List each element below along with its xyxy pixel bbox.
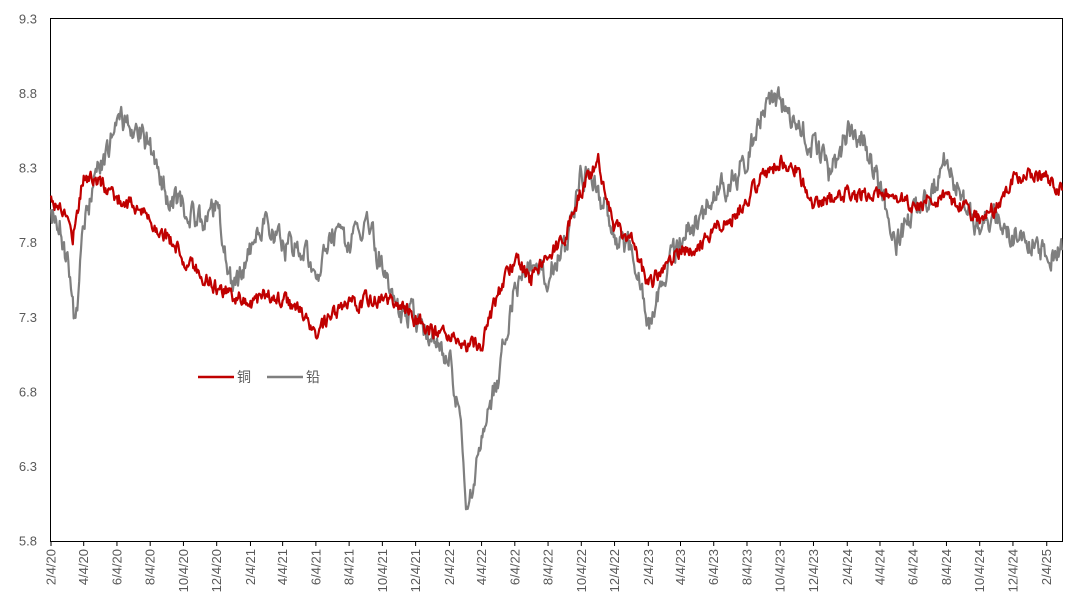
x-tick-label: 4/4/22 <box>474 549 489 585</box>
x-tick-label: 10/4/22 <box>574 549 589 592</box>
y-tick-label: 9.3 <box>19 12 37 27</box>
legend-label: 铜 <box>237 370 251 386</box>
y-tick-label: 8.3 <box>19 161 37 176</box>
y-tick-label: 6.3 <box>19 459 37 474</box>
y-tick-label: 7.8 <box>19 235 37 250</box>
y-tick-label: 5.8 <box>19 534 37 549</box>
x-tick-label: 6/4/24 <box>906 549 921 585</box>
x-tick-label: 6/4/23 <box>706 549 721 585</box>
legend-label: 铅 <box>306 370 320 386</box>
x-tick-label: 6/4/22 <box>507 549 522 585</box>
legend-item-lead: 铅 <box>267 370 320 386</box>
x-tick-label: 6/4/20 <box>109 549 124 585</box>
series-layer <box>49 86 1064 511</box>
plot-area-border <box>50 18 1063 542</box>
x-tick-label: 4/4/21 <box>275 549 290 585</box>
legend-item-copper: 铜 <box>198 370 251 386</box>
x-tick-label: 2/4/25 <box>1039 549 1054 585</box>
x-tick-label: 2/4/23 <box>641 549 656 585</box>
x-tick-label: 12/4/21 <box>408 549 423 592</box>
x-tick-label: 10/4/23 <box>773 549 788 592</box>
x-tick-label: 2/4/24 <box>840 549 855 585</box>
x-tick-label: 2/4/21 <box>243 549 258 585</box>
x-tick-label: 8/4/20 <box>143 549 158 585</box>
x-tick-label: 4/4/23 <box>673 549 688 585</box>
x-tick-label: 12/4/22 <box>607 549 622 592</box>
x-tick-label: 10/4/21 <box>375 549 390 592</box>
x-tick-label: 8/4/23 <box>739 549 754 585</box>
y-tick-label: 7.3 <box>19 310 37 325</box>
series-line-lead <box>49 86 1064 511</box>
x-tick-label: 8/4/22 <box>541 549 556 585</box>
x-tick-label: 8/4/24 <box>939 549 954 585</box>
x-tick-label: 6/4/21 <box>308 549 323 585</box>
x-tick-label: 10/4/24 <box>972 549 987 592</box>
series-line-copper <box>49 152 1064 353</box>
y-tick-label: 6.8 <box>19 384 37 399</box>
x-tick-label: 2/4/22 <box>442 549 457 585</box>
x-tick-label: 8/4/21 <box>342 549 357 585</box>
y-tick-label: 8.8 <box>19 86 37 101</box>
x-tick-label: 12/4/24 <box>1005 549 1020 592</box>
x-tick-label: 4/4/24 <box>872 549 887 585</box>
x-tick-label: 4/4/20 <box>76 549 91 585</box>
y-axis-ticks: 5.8 6.3 6.8 7.3 7.8 8.3 8.8 9.3 <box>19 12 37 549</box>
x-tick-label: 12/4/23 <box>806 549 821 592</box>
x-axis-ticks: 2/4/20 4/4/20 6/4/20 8/4/20 10/4/20 12/4/20 2/… <box>44 541 1054 592</box>
x-tick-label: 10/4/20 <box>176 549 191 592</box>
x-tick-label: 2/4/20 <box>44 549 59 585</box>
x-tick-label: 12/4/20 <box>209 549 224 592</box>
legend: 铜铅 <box>198 370 320 386</box>
